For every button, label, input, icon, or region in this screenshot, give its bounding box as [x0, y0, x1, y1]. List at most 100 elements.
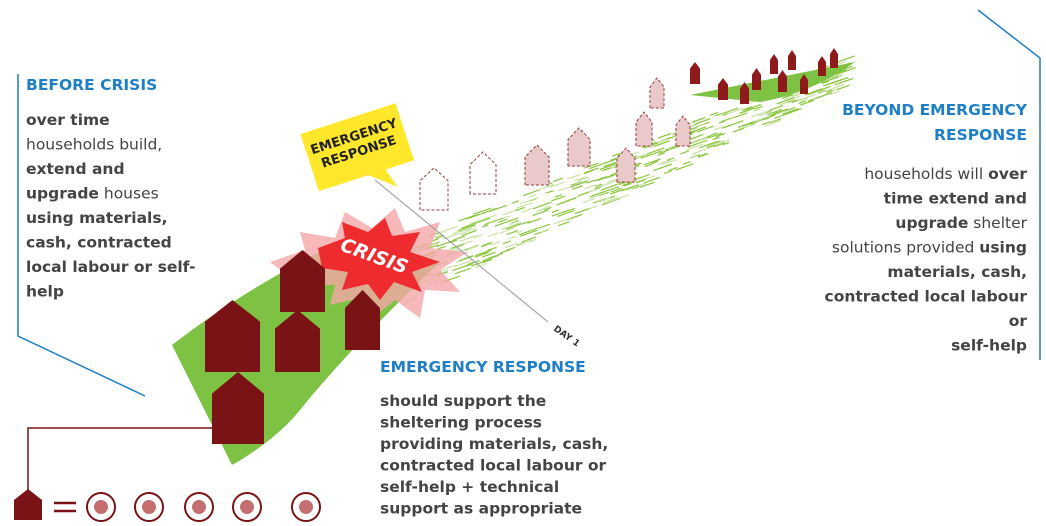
- grass-blade: [680, 151, 689, 154]
- callout: EMERGENCYRESPONSE: [300, 103, 420, 210]
- legend-icon-core: [299, 500, 313, 514]
- grass-blade: [713, 137, 720, 139]
- grass-blade: [721, 118, 732, 122]
- beyond-line: materials, cash,: [887, 263, 1027, 281]
- before-segment: houses: [99, 185, 159, 203]
- grass-blade: [634, 174, 649, 179]
- grass-blade: [817, 93, 832, 98]
- grass-blade: [512, 201, 519, 203]
- before-segment: upgrade: [26, 185, 99, 203]
- before-segment: using materials,: [26, 209, 167, 227]
- before-line: cash, contracted: [26, 234, 172, 252]
- beyond-line: solutions provided using: [832, 239, 1027, 257]
- before-line: extend and: [26, 160, 125, 178]
- before-title: BEFORE CRISIS: [26, 76, 157, 94]
- infographic: CRISIS DAY 1 EMERGENCYRESPONSE BEFORE CR…: [0, 0, 1046, 526]
- grass-blade: [553, 178, 563, 181]
- page: { "before": { "title": "BEFORE CRISIS", …: [0, 0, 1046, 526]
- grass-blade: [753, 109, 760, 112]
- grass-blade: [585, 185, 596, 189]
- legend-house: [14, 489, 42, 520]
- grass-blade: [664, 171, 672, 174]
- grass-blade: [554, 218, 570, 224]
- grass-blade: [598, 174, 615, 180]
- legend-icon-core: [142, 500, 156, 514]
- beyond-line: contracted local labour: [825, 288, 1028, 306]
- house: [676, 116, 690, 146]
- grass-blade: [495, 221, 511, 226]
- house: [568, 128, 590, 166]
- grass-blade: [489, 205, 507, 211]
- house: [525, 145, 549, 185]
- house: [718, 78, 728, 100]
- beyond-segment: materials, cash,: [887, 263, 1027, 281]
- before-line: help: [26, 283, 64, 301]
- house: [470, 152, 496, 194]
- before-line: local labour or self-: [26, 258, 196, 276]
- grass-blade: [610, 195, 629, 202]
- legend-icon-core: [240, 500, 254, 514]
- grass-blade: [509, 236, 516, 239]
- emergency-segment: providing materials, cash,: [380, 435, 608, 453]
- grass-blade: [500, 249, 511, 253]
- grass-blade: [520, 198, 538, 204]
- beyond-line: upgrade shelter: [895, 214, 1027, 232]
- grass-blade: [480, 215, 497, 221]
- legend-icons: [87, 493, 320, 521]
- house: [650, 78, 664, 108]
- grass-blade: [738, 123, 751, 128]
- before-segment: local labour or self-: [26, 258, 196, 276]
- beyond-bracket: [978, 10, 1040, 360]
- beyond-title: BEYOND EMERGENCY: [842, 101, 1028, 119]
- grass-blade: [552, 210, 559, 213]
- emergency-line: sheltering process: [380, 414, 542, 432]
- emergency-line: should support the: [380, 392, 546, 410]
- beyond-line: households will over: [864, 165, 1027, 183]
- grass-blade: [482, 225, 488, 227]
- day-label: DAY 1: [551, 324, 581, 349]
- house: [420, 168, 448, 210]
- texts: BEFORE CRISIS over time households build, e…: [26, 76, 1028, 518]
- emergency-segment: contracted local labour or: [380, 457, 607, 475]
- before-line: upgrade houses: [26, 185, 159, 203]
- beyond-segment: self-help: [951, 337, 1027, 355]
- beyond-segment: households will: [864, 165, 988, 183]
- house: [778, 70, 787, 92]
- grass-blade: [683, 162, 690, 165]
- beyond-line: or: [1009, 312, 1028, 330]
- beyond-segment: time extend and: [884, 190, 1027, 208]
- emergency-line: self-help + technical: [380, 478, 559, 496]
- grass-blade: [487, 247, 496, 250]
- grass-blade: [567, 174, 580, 179]
- legend-icon-core: [192, 500, 206, 514]
- beyond-line: time extend and: [884, 190, 1027, 208]
- grass-blade: [589, 206, 597, 209]
- house: [830, 48, 838, 68]
- legend-connector: [28, 428, 212, 490]
- emergency-line: contracted local labour or: [380, 457, 607, 475]
- beyond-segment: solutions provided: [832, 239, 979, 257]
- before-line: over time: [26, 111, 110, 129]
- grass-blade: [574, 208, 590, 214]
- grass-blade: [507, 231, 518, 235]
- house: [818, 56, 826, 76]
- house: [752, 68, 761, 90]
- emergency-segment: support as appropriate: [380, 500, 582, 518]
- before-segment: over time: [26, 111, 110, 129]
- grass-blade: [438, 246, 446, 249]
- legend-icon-core: [94, 500, 108, 514]
- beyond-segment: using: [979, 239, 1027, 257]
- emergency-segment: self-help + technical: [380, 478, 559, 496]
- before-line: using materials,: [26, 209, 167, 227]
- grass-blade: [714, 127, 724, 130]
- beyond-segment: or: [1009, 312, 1028, 330]
- grass-blade: [555, 195, 562, 197]
- before-line: households build,: [26, 136, 162, 154]
- emergency-line: support as appropriate: [380, 500, 582, 518]
- grass-blade: [529, 194, 537, 197]
- grass-blade: [563, 208, 575, 212]
- beyond-line: self-help: [951, 337, 1027, 355]
- before-segment: extend and: [26, 160, 125, 178]
- grass-blade: [503, 211, 514, 215]
- grass-blade: [689, 155, 698, 158]
